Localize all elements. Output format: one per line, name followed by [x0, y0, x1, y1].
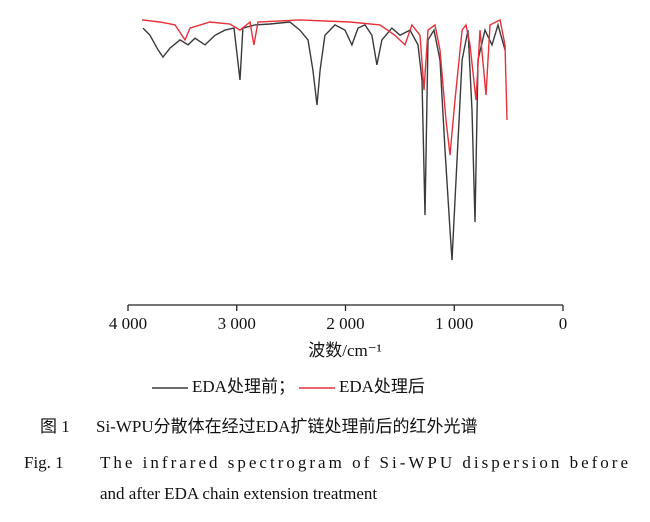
spectrum-line: [142, 21, 506, 261]
x-tick-label: 2 000: [326, 314, 364, 333]
caption-en: and after EDA chain extension treatment: [100, 484, 377, 503]
legend-label: EDA处理后: [339, 377, 425, 396]
x-tick-label: 0: [559, 314, 568, 333]
x-tick-label: 3 000: [218, 314, 256, 333]
x-axis-label: 波数/cm⁻¹: [308, 341, 382, 360]
figure-label-en: Fig. 1: [24, 453, 64, 472]
x-tick-label: 4 000: [109, 314, 147, 333]
legend-label: EDA处理前: [192, 377, 278, 396]
caption-en: The infrared spectrogram of Si-WPU dispe…: [100, 453, 628, 472]
legend-separator: ；: [278, 377, 295, 396]
spectrum-line: [141, 18, 508, 156]
x-tick-label: 1 000: [435, 314, 473, 333]
figure-label-cn: 图 1: [40, 417, 70, 436]
caption-cn: Si-WPU分散体在经过EDA扩链处理前后的红外光谱: [96, 417, 478, 436]
